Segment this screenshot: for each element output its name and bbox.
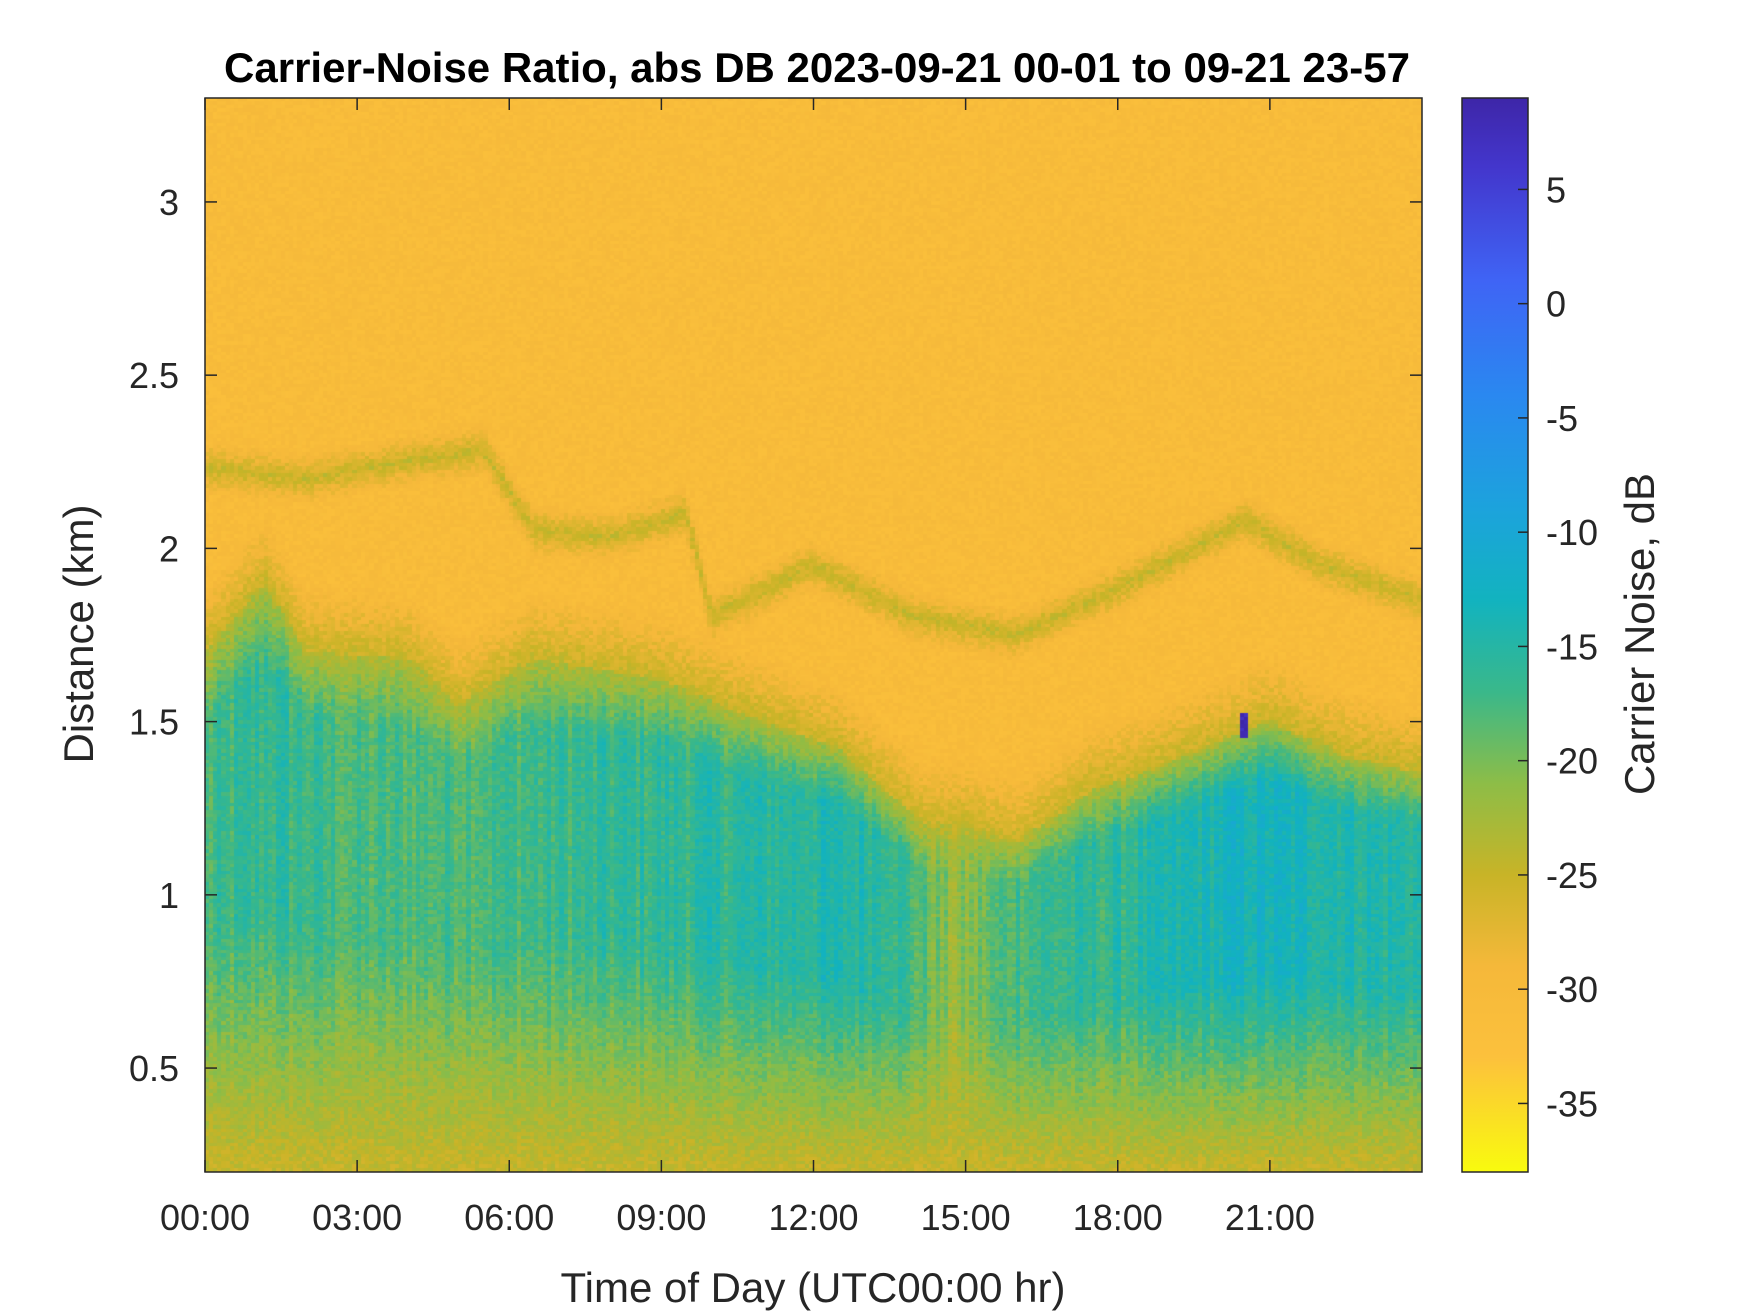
colorbar-frame <box>1461 97 1529 1173</box>
colorbar-tick-label: -30 <box>1546 969 1598 1010</box>
y-tick-label: 1.5 <box>129 702 179 743</box>
y-tick-label: 1 <box>159 875 179 916</box>
colorbar-tick-label: -15 <box>1546 626 1598 667</box>
colorbar-tick-label: -5 <box>1546 398 1578 439</box>
heatmap-image-container <box>205 98 1422 1172</box>
colorbar-tick-label: -20 <box>1546 741 1598 782</box>
colorbar: 5 0 -5 -10 -15 -20 -25 -30 -35 <box>1461 97 1598 1173</box>
colorbar-fill <box>1462 98 1528 1172</box>
colorbar-tick-label: -10 <box>1546 512 1598 553</box>
y-axis: 0.5 1 1.5 2 2.5 3 <box>129 182 1422 1089</box>
x-tick-label: 06:00 <box>464 1197 554 1238</box>
heatmap-canvas <box>205 98 1422 1172</box>
y-tick-label: 2.5 <box>129 355 179 396</box>
x-tick-label: 18:00 <box>1073 1197 1163 1238</box>
colorbar-tick-label: -25 <box>1546 855 1598 896</box>
x-tick-label: 21:00 <box>1225 1197 1315 1238</box>
colorbar-tick-label: -35 <box>1546 1083 1598 1124</box>
chart-title: Carrier-Noise Ratio, abs DB 2023-09-21 0… <box>224 44 1410 91</box>
x-tick-label: 15:00 <box>921 1197 1011 1238</box>
x-axis: 00:00 03:00 06:00 09:00 12:00 15:00 18:00 21:00 <box>160 98 1315 1238</box>
y-tick-label: 2 <box>159 528 179 569</box>
x-tick-label: 00:00 <box>160 1197 250 1238</box>
colorbar-tick-label: 5 <box>1546 169 1566 210</box>
x-tick-label: 09:00 <box>616 1197 706 1238</box>
colorbar-axis: 5 0 -5 -10 -15 -20 -25 -30 -35 <box>1518 169 1598 1124</box>
y-axis-label: Distance (km) <box>55 504 102 763</box>
colorbar-label: Carrier Noise, dB <box>1616 473 1663 795</box>
colorbar-tick-label: 0 <box>1546 284 1566 325</box>
y-tick-label: 3 <box>159 182 179 223</box>
x-tick-label: 03:00 <box>312 1197 402 1238</box>
x-tick-label: 12:00 <box>768 1197 858 1238</box>
plot-area: 00:00 03:00 06:00 09:00 12:00 15:00 18:00 21:00… <box>129 97 1423 1238</box>
y-tick-label: 0.5 <box>129 1048 179 1089</box>
x-axis-label: Time of Day (UTC00:00 hr) <box>561 1264 1066 1311</box>
